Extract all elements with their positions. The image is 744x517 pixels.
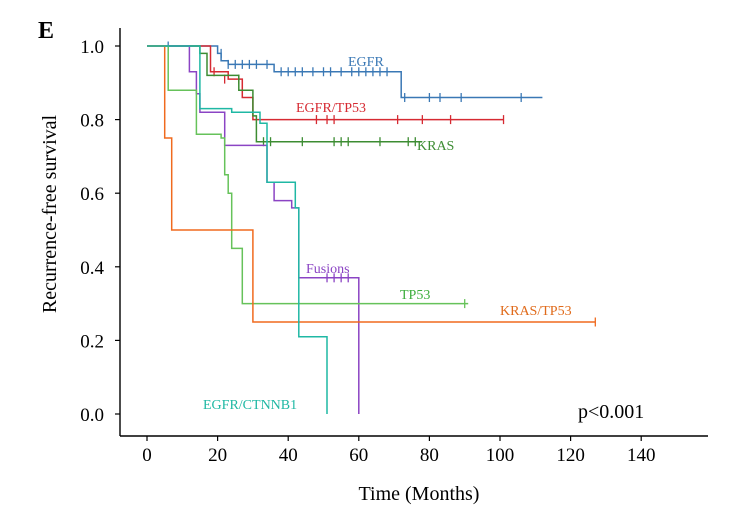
series-label-egfr-tp53: EGFR/TP53 (296, 101, 366, 116)
y-tick-label: 0.6 (80, 184, 104, 205)
series-label-egfr: EGFR (348, 55, 384, 70)
y-axis-ticks: 0.0 0.2 0.4 0.6 0.8 1.0 (80, 37, 120, 426)
curve-egfr-ctnnb1 (147, 45, 328, 414)
x-axis-ticks: 0 20 40 60 80 100 120 140 (142, 436, 655, 466)
x-tick-label: 40 (279, 445, 298, 466)
p-value-annotation: p<0.001 (578, 401, 644, 423)
x-tick-label: 120 (556, 445, 585, 466)
series-labels: EGFR EGFR/TP53 KRAS Fusions TP53 KRAS/TP… (203, 55, 572, 413)
x-tick-label: 20 (208, 445, 227, 466)
x-tick-label: 100 (486, 445, 515, 466)
y-tick-label: 0.2 (80, 331, 104, 352)
panel-label: E (38, 18, 54, 44)
y-tick-label: 0.4 (80, 258, 104, 279)
y-tick-label: 0.8 (80, 111, 104, 132)
curve-kras-tp53 (147, 45, 596, 323)
y-tick-label: 1.0 (80, 37, 104, 58)
series-label-kras-tp53: KRAS/TP53 (500, 304, 572, 319)
y-tick-label: 0.0 (80, 405, 104, 426)
plot-area: 0 20 40 60 80 100 120 140 0.0 0.2 0.4 0.6 0.8 1.0 (80, 28, 708, 466)
series-label-fusions: Fusions (306, 262, 350, 277)
series-label-tp53: TP53 (400, 288, 430, 303)
series-label-egfr-ctnnb1: EGFR/CTNNB1 (203, 398, 297, 413)
curve-tp53 (147, 45, 469, 305)
x-tick-label: 60 (349, 445, 368, 466)
survival-curves (147, 41, 596, 414)
x-axis-label: Time (Months) (359, 483, 480, 505)
x-tick-label: 140 (627, 445, 656, 466)
x-tick-label: 0 (142, 445, 152, 466)
y-axis-label: Recurrence-free survival (39, 114, 61, 313)
x-tick-label: 80 (420, 445, 439, 466)
series-label-kras: KRAS (417, 139, 454, 154)
